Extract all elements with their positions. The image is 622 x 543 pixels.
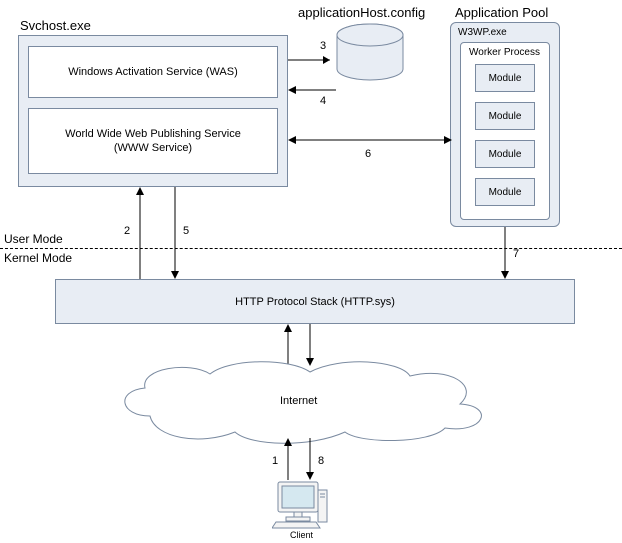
arrow-7 xyxy=(495,227,515,279)
step-5: 5 xyxy=(183,225,189,237)
arrow-3 xyxy=(288,50,338,70)
module-3-label: Module xyxy=(489,149,522,160)
module-2: Module xyxy=(475,102,535,130)
www-line1: World Wide Web Publishing Service xyxy=(65,127,241,141)
http-stack-box: HTTP Protocol Stack (HTTP.sys) xyxy=(55,279,575,324)
arrow-2 xyxy=(130,187,150,279)
step-8: 8 xyxy=(318,455,324,467)
pool-title: Application Pool xyxy=(455,5,548,20)
mode-divider xyxy=(0,248,622,249)
module-4-label: Module xyxy=(489,187,522,198)
client-icon xyxy=(272,480,328,530)
step-2: 2 xyxy=(124,225,130,237)
module-1-label: Module xyxy=(489,73,522,84)
user-mode-label: User Mode xyxy=(4,232,63,246)
was-label: Windows Activation Service (WAS) xyxy=(68,66,238,78)
internet-label: Internet xyxy=(280,395,317,407)
www-box: World Wide Web Publishing Service (WWW S… xyxy=(28,108,278,174)
w3wp-label: W3WP.exe xyxy=(458,27,507,38)
config-cylinder xyxy=(335,23,405,83)
was-box: Windows Activation Service (WAS) xyxy=(28,46,278,98)
arrow-5 xyxy=(165,187,185,279)
step-3: 3 xyxy=(320,40,326,52)
module-1: Module xyxy=(475,64,535,92)
http-stack-label: HTTP Protocol Stack (HTTP.sys) xyxy=(235,296,395,308)
arrow-8 xyxy=(300,438,320,480)
module-4: Module xyxy=(475,178,535,206)
step-7: 7 xyxy=(513,248,519,260)
www-line2: (WWW Service) xyxy=(114,141,192,155)
config-title: applicationHost.config xyxy=(298,5,425,20)
step-1: 1 xyxy=(272,455,278,467)
svchost-title: Svchost.exe xyxy=(20,18,91,33)
step-4: 4 xyxy=(320,95,326,107)
module-2-label: Module xyxy=(489,111,522,122)
arrow-1 xyxy=(278,438,298,480)
worker-process-label: Worker Process xyxy=(469,47,540,58)
step-6: 6 xyxy=(365,148,371,160)
module-3: Module xyxy=(475,140,535,168)
kernel-mode-label: Kernel Mode xyxy=(4,251,72,265)
arrow-4 xyxy=(288,80,338,100)
arrow-6 xyxy=(288,130,452,150)
client-label: Client xyxy=(290,530,313,540)
